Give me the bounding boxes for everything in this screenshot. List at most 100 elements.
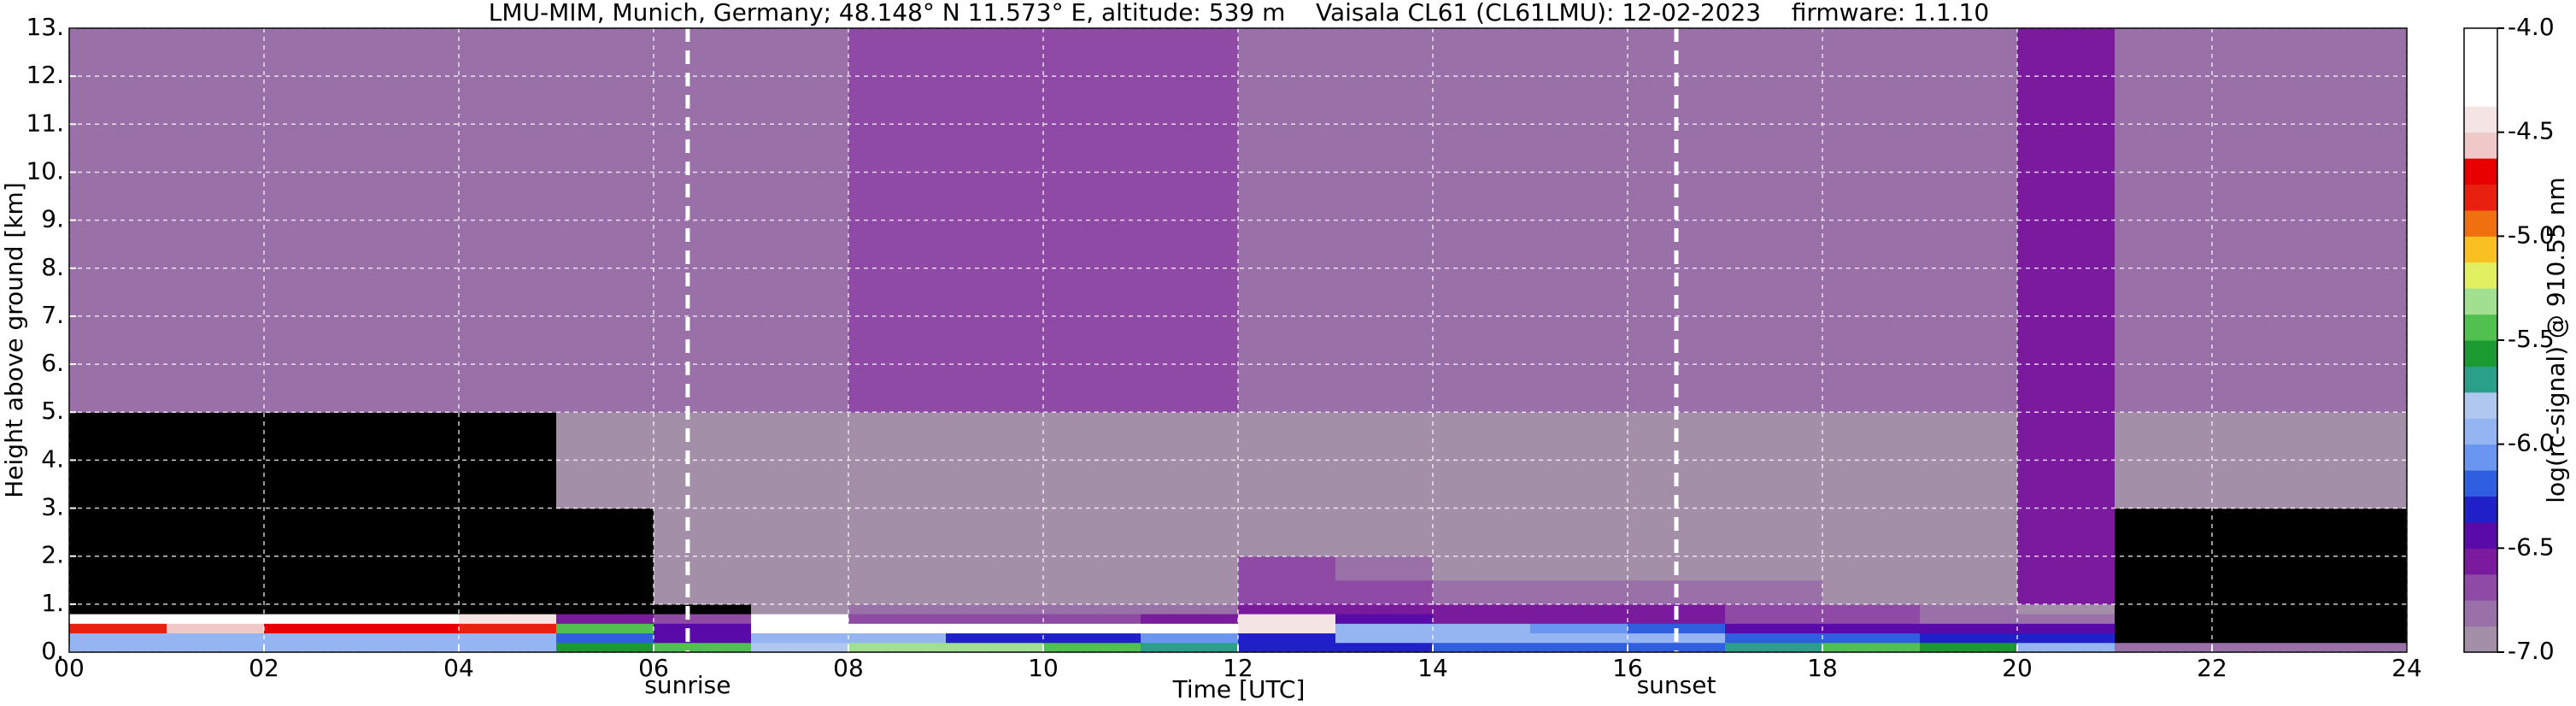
annotation-label: sunrise xyxy=(644,671,731,699)
colorbar-swatch xyxy=(2464,418,2497,445)
heatmap-cell xyxy=(1920,508,2018,557)
heatmap-cell xyxy=(556,603,654,615)
heatmap-cell xyxy=(1238,580,1336,605)
heatmap-cell xyxy=(1822,603,1921,615)
heatmap-cell xyxy=(2309,556,2408,581)
y-tick-label: 0. xyxy=(41,637,64,665)
heatmap-cell xyxy=(751,556,849,581)
heatmap-cell xyxy=(1141,580,1239,605)
heatmap-cell xyxy=(654,632,752,644)
heatmap-cell xyxy=(1822,632,1921,644)
heatmap-cell xyxy=(2212,632,2310,644)
heatmap-cell xyxy=(2309,412,2408,509)
heatmap-cell xyxy=(1530,614,1628,624)
heatmap-cell xyxy=(1433,508,1531,557)
y-tick-label: 11. xyxy=(26,109,64,137)
heatmap-cell xyxy=(2017,614,2115,624)
heatmap-cell xyxy=(1238,623,1336,634)
heatmap-cell xyxy=(1433,580,1531,605)
heatmap-cell xyxy=(2115,268,2213,413)
heatmap-cell xyxy=(1530,556,1628,581)
heatmap-cell xyxy=(1043,623,1141,634)
heatmap-cell xyxy=(1920,28,2018,269)
heatmap-cell xyxy=(2309,623,2408,634)
colorbar-swatch xyxy=(2464,548,2497,575)
colorbar-tick-label: -5.5 xyxy=(2508,325,2555,353)
heatmap-cell xyxy=(946,508,1044,557)
heatmap-cell xyxy=(264,603,362,615)
heatmap-cell xyxy=(264,580,362,605)
heatmap-cell xyxy=(2017,603,2115,615)
x-tick-label: 16 xyxy=(1612,654,1643,682)
heatmap-cell xyxy=(1725,412,1823,509)
heatmap-cell xyxy=(1433,28,1531,269)
colorbar-swatch xyxy=(2464,340,2497,367)
heatmap-cell xyxy=(361,580,460,605)
heatmap-cell xyxy=(848,632,947,644)
heatmap-cell xyxy=(946,642,1044,653)
heatmap-cell xyxy=(2017,556,2115,581)
heatmap-cell xyxy=(1530,412,1628,509)
heatmap-cell xyxy=(264,412,362,509)
heatmap-cell xyxy=(2017,632,2115,644)
heatmap-cell xyxy=(1433,642,1531,653)
y-tick-label: 2. xyxy=(41,541,64,569)
heatmap-cell xyxy=(1141,623,1239,634)
heatmap-cell xyxy=(1141,642,1239,653)
heatmap-cell xyxy=(459,603,557,615)
heatmap-cell xyxy=(2212,412,2310,509)
heatmap-cell xyxy=(848,28,947,269)
y-tick-label: 7. xyxy=(41,301,64,329)
heatmap-cell xyxy=(1043,642,1141,653)
heatmap-cell xyxy=(69,508,167,557)
colorbar-swatch xyxy=(2464,366,2497,393)
heatmap-cell xyxy=(361,614,460,624)
heatmap-cell xyxy=(1335,623,1434,634)
heatmap-cell xyxy=(1920,268,2018,413)
heatmap-cell xyxy=(1822,580,1921,605)
heatmap-cell xyxy=(2017,268,2115,413)
heatmap-cell xyxy=(1920,580,2018,605)
colorbar-tick-label: -4.0 xyxy=(2508,13,2555,41)
heatmap-cell xyxy=(2115,632,2213,644)
heatmap-cell xyxy=(2017,642,2115,653)
heatmap-cell xyxy=(1141,603,1239,615)
heatmap-cell xyxy=(1335,412,1434,509)
x-tick-label: 24 xyxy=(2391,654,2422,682)
heatmap-cell xyxy=(556,642,654,653)
heatmap-cell xyxy=(556,580,654,605)
heatmap-cell xyxy=(1433,623,1531,634)
colorbar-tick-label: -6.5 xyxy=(2508,532,2555,561)
heatmap-cell xyxy=(1335,556,1434,581)
heatmap-cell xyxy=(1335,28,1434,269)
heatmap-cell xyxy=(556,508,654,557)
heatmap-cell xyxy=(2309,580,2408,605)
colorbar-swatch xyxy=(2464,158,2497,185)
heatmap-cell xyxy=(848,623,947,634)
heatmap-cell xyxy=(1433,556,1531,581)
colorbar-swatch xyxy=(2464,28,2497,55)
heatmap-cell xyxy=(946,603,1044,615)
x-tick-label: 00 xyxy=(54,654,85,682)
heatmap-cell xyxy=(459,28,557,269)
heatmap-cell xyxy=(1530,508,1628,557)
x-tick-label: 14 xyxy=(1417,654,1448,682)
heatmap-cell xyxy=(167,614,265,624)
heatmap-cell xyxy=(361,632,460,644)
heatmap-cell xyxy=(1238,28,1336,269)
heatmap-cell xyxy=(1920,614,2018,624)
heatmap-cell xyxy=(1141,632,1239,644)
heatmap-cell xyxy=(1530,580,1628,605)
heatmap-cell xyxy=(264,614,362,624)
heatmap-cell xyxy=(751,412,849,509)
heatmap-cell xyxy=(556,623,654,634)
heatmap-cell xyxy=(459,268,557,413)
heatmap-cell xyxy=(2115,580,2213,605)
heatmap-cell xyxy=(2017,412,2115,509)
colorbar-swatch xyxy=(2464,288,2497,315)
heatmap-cell xyxy=(264,268,362,413)
heatmap-cell xyxy=(459,632,557,644)
y-tick-label: 6. xyxy=(41,349,64,377)
heatmap-cell xyxy=(556,556,654,581)
colorbar-swatch xyxy=(2464,521,2497,549)
